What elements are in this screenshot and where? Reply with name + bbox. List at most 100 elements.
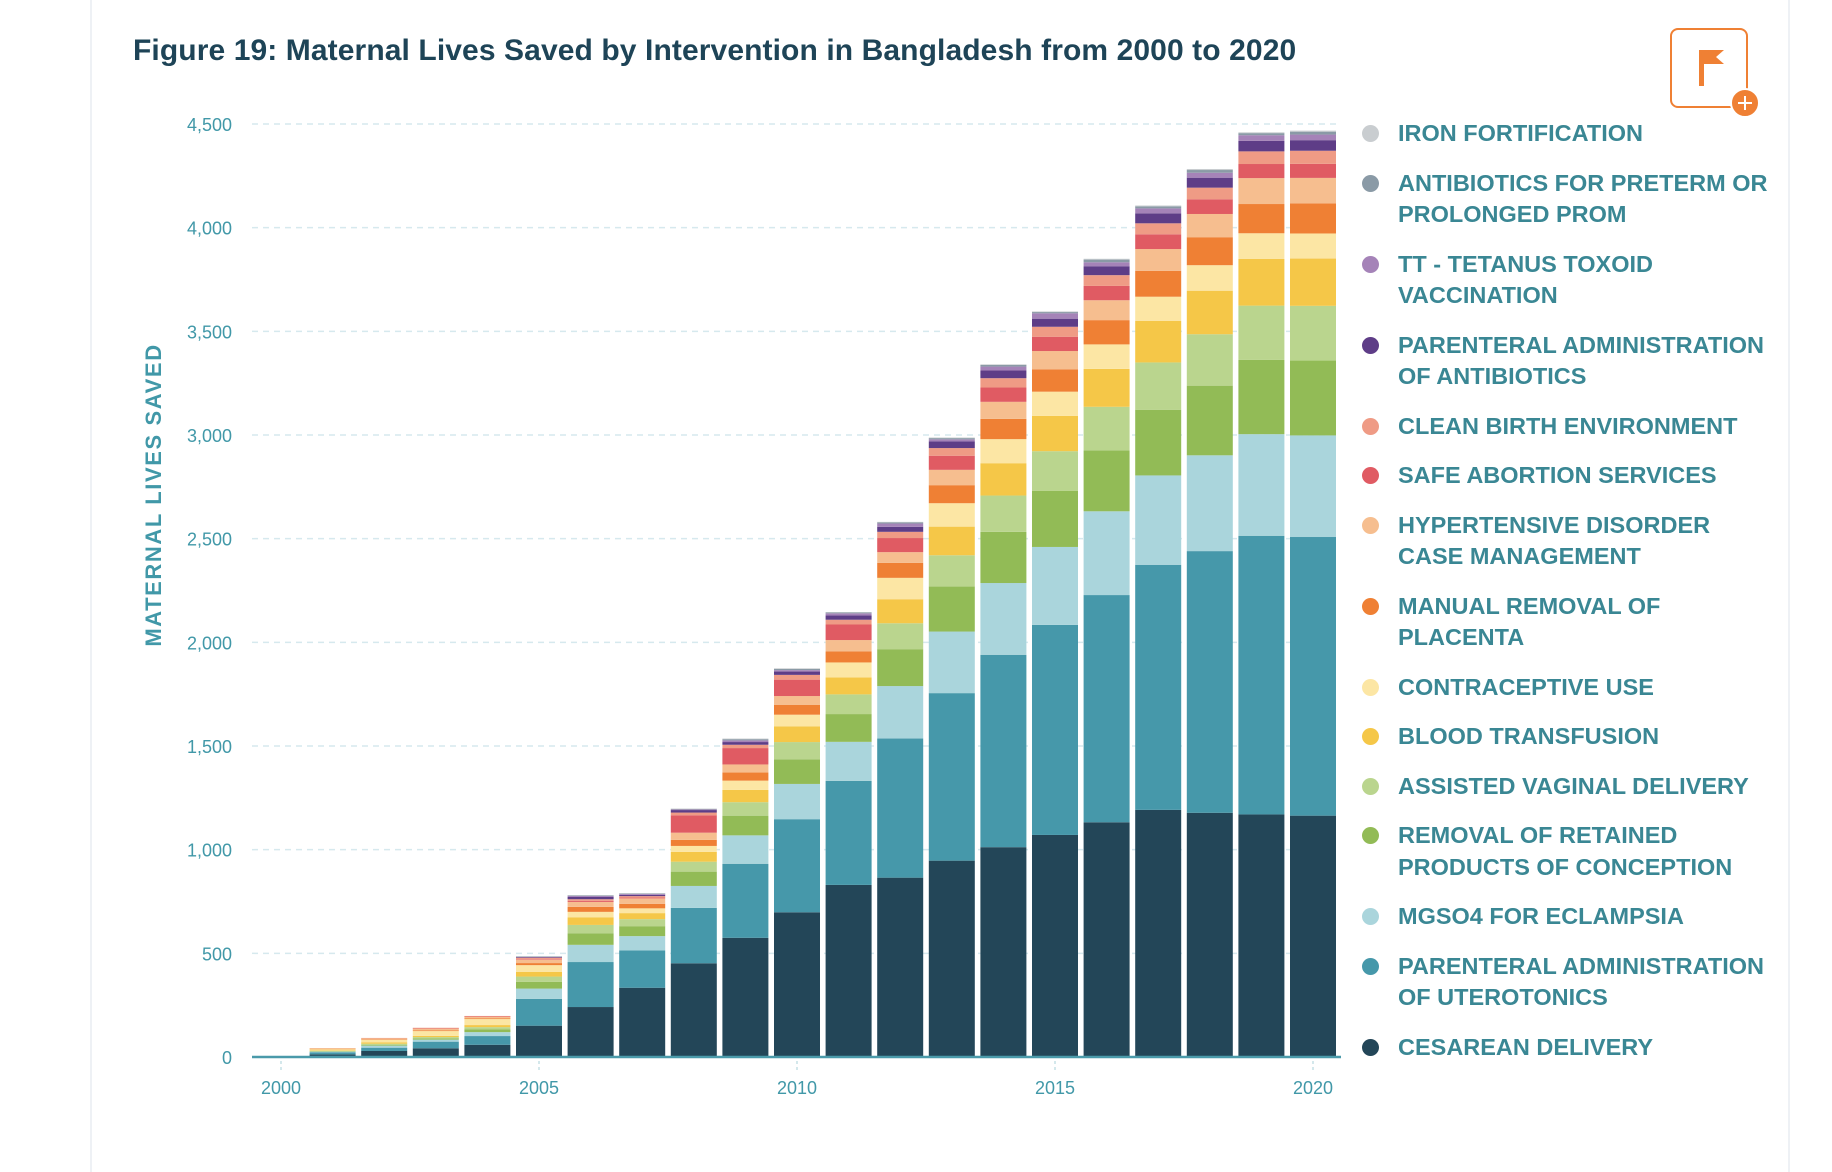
bar-segment[interactable]	[825, 624, 872, 641]
bar-segment[interactable]	[774, 819, 820, 913]
bar-segment[interactable]	[1290, 134, 1336, 141]
bar-segment[interactable]	[309, 1048, 356, 1050]
bar-segment[interactable]	[1135, 409, 1182, 476]
bar-segment[interactable]	[722, 815, 769, 836]
bar-segment[interactable]	[928, 503, 975, 527]
bar-segment[interactable]	[980, 378, 1027, 388]
bar-segment[interactable]	[877, 522, 924, 524]
bar-segment[interactable]	[516, 959, 562, 960]
bar-segment[interactable]	[980, 495, 1027, 532]
bar-segment[interactable]	[619, 950, 666, 988]
bar-segment[interactable]	[928, 469, 975, 486]
bar-segment[interactable]	[619, 908, 666, 914]
bar-segment[interactable]	[722, 772, 769, 781]
bar-segment[interactable]	[980, 847, 1027, 1057]
bar-segment[interactable]	[1186, 199, 1233, 214]
bar-segment[interactable]	[1290, 203, 1336, 234]
bar-segment[interactable]	[928, 555, 975, 587]
bar-segment[interactable]	[567, 944, 614, 963]
bar-segment[interactable]	[1135, 362, 1182, 410]
bar-segment[interactable]	[1135, 296, 1182, 321]
bar-stack-2017[interactable]	[1135, 205, 1182, 1057]
bar-segment[interactable]	[1083, 275, 1130, 286]
bar-stack-2016[interactable]	[1083, 258, 1130, 1057]
bar-segment[interactable]	[412, 1037, 459, 1039]
bar-segment[interactable]	[567, 896, 614, 900]
bar-segment[interactable]	[516, 976, 562, 982]
bar-segment[interactable]	[1135, 270, 1182, 297]
bar-segment[interactable]	[825, 615, 872, 620]
bar-segment[interactable]	[361, 1037, 408, 1039]
bar-segment[interactable]	[1186, 265, 1233, 291]
bar-stack-2012[interactable]	[877, 521, 924, 1057]
bar-segment[interactable]	[1238, 434, 1285, 536]
bar-stack-2014[interactable]	[980, 364, 1027, 1057]
bar-segment[interactable]	[825, 640, 872, 652]
bar-segment[interactable]	[516, 998, 562, 1026]
bar-segment[interactable]	[464, 1029, 511, 1033]
bar-segment[interactable]	[516, 956, 562, 958]
bar-segment[interactable]	[722, 738, 769, 740]
bar-segment[interactable]	[877, 686, 924, 739]
bar-segment[interactable]	[1238, 178, 1285, 205]
bar-segment[interactable]	[928, 693, 975, 861]
bar-segment[interactable]	[361, 1045, 408, 1048]
bar-segment[interactable]	[412, 1048, 459, 1057]
bar-segment[interactable]	[774, 671, 820, 675]
bar-segment[interactable]	[928, 586, 975, 632]
bar-segment[interactable]	[1032, 415, 1078, 452]
bar-segment[interactable]	[1135, 223, 1182, 235]
bar-segment[interactable]	[619, 897, 666, 899]
bar-segment[interactable]	[1032, 546, 1078, 625]
bar-segment[interactable]	[928, 860, 975, 1057]
bar-segment[interactable]	[309, 1051, 356, 1052]
bar-segment[interactable]	[1238, 359, 1285, 435]
bar-segment[interactable]	[567, 917, 614, 925]
bar-segment[interactable]	[1290, 537, 1336, 816]
bar-segment[interactable]	[1238, 258, 1285, 306]
bar-segment[interactable]	[670, 809, 717, 811]
bar-segment[interactable]	[825, 884, 872, 1057]
bar-stack-2019[interactable]	[1238, 132, 1285, 1057]
bar-segment[interactable]	[361, 1043, 408, 1045]
bar-stack-2006[interactable]	[567, 895, 614, 1057]
bar-segment[interactable]	[722, 744, 769, 749]
bar-segment[interactable]	[1186, 172, 1233, 178]
bar-segment[interactable]	[1083, 368, 1130, 407]
bar-segment[interactable]	[928, 438, 975, 440]
bar-segment[interactable]	[670, 810, 717, 813]
bar-segment[interactable]	[567, 901, 614, 907]
bar-segment[interactable]	[309, 1048, 356, 1049]
bar-segment[interactable]	[722, 742, 769, 745]
bar-segment[interactable]	[1083, 822, 1130, 1057]
bar-segment[interactable]	[412, 1030, 459, 1032]
bar-stack-2013[interactable]	[928, 437, 975, 1057]
bar-segment[interactable]	[825, 677, 872, 695]
bar-segment[interactable]	[1186, 290, 1233, 335]
bar-segment[interactable]	[980, 418, 1027, 440]
bar-segment[interactable]	[722, 863, 769, 938]
bar-segment[interactable]	[877, 538, 924, 553]
bar-segment[interactable]	[980, 364, 1027, 365]
bar-segment[interactable]	[928, 437, 975, 439]
bar-segment[interactable]	[670, 907, 717, 964]
legend-item[interactable]: ANTIBIOTICS FOR PRETERM OR PROLONGED PRO…	[1360, 168, 1780, 231]
bar-segment[interactable]	[877, 577, 924, 600]
bar-segment[interactable]	[1032, 451, 1078, 491]
bar-segment[interactable]	[361, 1039, 408, 1043]
bar-segment[interactable]	[619, 893, 666, 894]
bar-segment[interactable]	[567, 895, 614, 896]
bar-segment[interactable]	[825, 741, 872, 781]
bar-segment[interactable]	[1290, 258, 1336, 306]
legend-item[interactable]: MANUAL REMOVAL OF PLACENTA	[1360, 591, 1780, 654]
bar-segment[interactable]	[1083, 406, 1130, 451]
bar-segment[interactable]	[1032, 311, 1078, 313]
bar-segment[interactable]	[928, 455, 975, 470]
bar-segment[interactable]	[1083, 320, 1130, 345]
bar-segment[interactable]	[619, 936, 666, 951]
bar-segment[interactable]	[670, 871, 717, 886]
bar-segment[interactable]	[670, 845, 717, 852]
bar-segment[interactable]	[412, 1039, 459, 1042]
bar-segment[interactable]	[412, 1028, 459, 1031]
bar-segment[interactable]	[1032, 326, 1078, 337]
